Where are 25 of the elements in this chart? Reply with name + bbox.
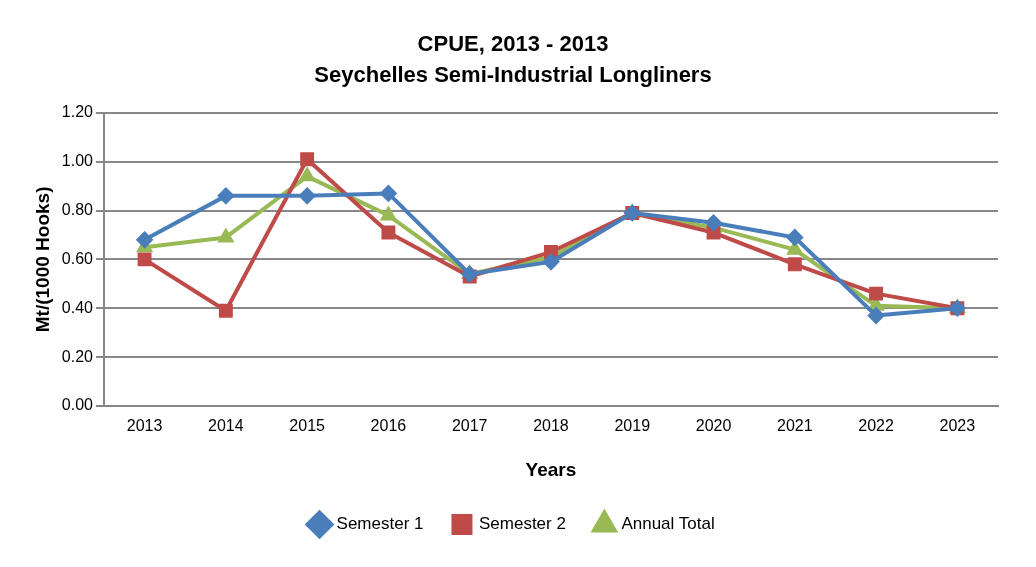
y-axis-title: Mt/(1000 Hooks) [31, 186, 53, 333]
x-tick-label: 2018 [533, 417, 569, 435]
y-tick-label: 0.20 [61, 347, 94, 365]
chart-title: CPUE, 2013 - 2013 [417, 31, 609, 57]
y-tick-label: 1.00 [61, 152, 94, 170]
x-tick-label: 2014 [208, 417, 244, 435]
x-tick-label: 2023 [939, 417, 976, 435]
x-tick-label: 2022 [858, 417, 894, 435]
legend-label: Semester 2 [478, 514, 566, 534]
x-tick-label: 2017 [451, 417, 488, 435]
chart-subtitle: Seychelles Semi-Industrial Longliners [314, 61, 712, 87]
x-axis-title: Years [525, 458, 577, 480]
y-tick-label: 0.60 [61, 249, 94, 267]
x-tick-label: 2016 [370, 417, 407, 435]
y-tick-label: 0.00 [61, 396, 94, 414]
x-tick-label: 2020 [695, 417, 732, 435]
legend-label: Annual Total [621, 514, 715, 534]
y-tick-label: 0.80 [61, 200, 94, 218]
x-tick-label: 2013 [126, 417, 163, 435]
legend-label: Semester 1 [336, 514, 424, 534]
y-tick-label: 1.20 [61, 103, 94, 121]
y-tick-label: 0.40 [61, 298, 94, 316]
x-tick-label: 2021 [777, 417, 813, 435]
x-tick-label: 2015 [289, 417, 326, 435]
x-tick-label: 2019 [614, 417, 651, 435]
